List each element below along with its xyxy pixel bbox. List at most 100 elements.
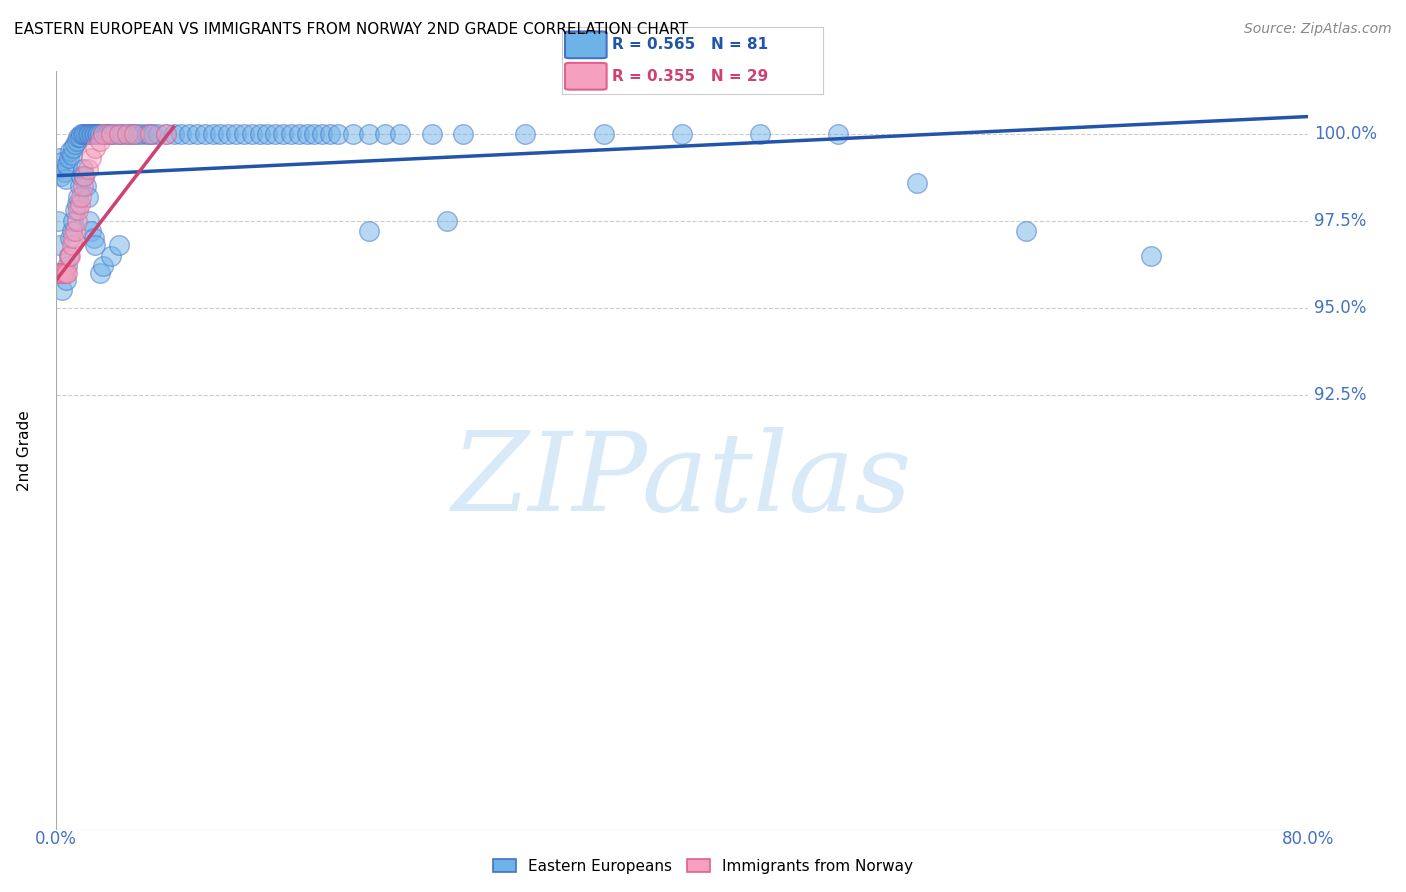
Point xyxy=(73,169,96,183)
Point xyxy=(108,238,131,252)
Point xyxy=(65,214,87,228)
Point xyxy=(194,127,217,141)
Point xyxy=(56,259,79,273)
Point xyxy=(62,214,84,228)
Point xyxy=(56,158,79,172)
Text: 97.5%: 97.5% xyxy=(1313,212,1367,230)
Point xyxy=(249,127,271,141)
Text: 80.0%: 80.0% xyxy=(1281,830,1334,847)
Point xyxy=(58,249,80,263)
Point xyxy=(83,127,105,141)
Point xyxy=(240,127,263,141)
Point xyxy=(115,127,138,141)
Point xyxy=(256,127,278,141)
Point xyxy=(56,266,79,280)
Point xyxy=(436,214,458,228)
Point xyxy=(89,134,111,148)
Point xyxy=(342,127,364,141)
Point xyxy=(69,179,91,194)
Text: 95.0%: 95.0% xyxy=(1313,299,1367,317)
Point xyxy=(1140,249,1163,263)
Point xyxy=(124,127,146,141)
Point xyxy=(139,127,162,141)
Point xyxy=(115,127,138,141)
Point xyxy=(55,172,77,186)
Point xyxy=(84,127,107,141)
Point xyxy=(179,127,201,141)
Point xyxy=(100,249,122,263)
Text: 100.0%: 100.0% xyxy=(1313,125,1376,143)
Point xyxy=(233,127,256,141)
Point xyxy=(75,127,97,141)
FancyBboxPatch shape xyxy=(565,62,606,89)
Text: Source: ZipAtlas.com: Source: ZipAtlas.com xyxy=(1244,22,1392,37)
Point xyxy=(53,165,76,179)
Point xyxy=(120,127,142,141)
Point xyxy=(51,266,73,280)
Point xyxy=(295,127,318,141)
Point xyxy=(155,127,177,141)
Point xyxy=(75,179,97,194)
Point xyxy=(65,196,87,211)
Point xyxy=(59,145,82,159)
Point xyxy=(62,231,84,245)
Point xyxy=(72,161,94,176)
Point xyxy=(70,169,93,183)
Point xyxy=(58,151,80,165)
Point xyxy=(48,266,70,280)
Point xyxy=(70,127,93,141)
Point xyxy=(225,127,247,141)
Text: R = 0.355   N = 29: R = 0.355 N = 29 xyxy=(612,69,768,84)
Point xyxy=(100,127,122,141)
Point xyxy=(139,127,162,141)
Point xyxy=(515,127,537,141)
Point xyxy=(359,127,381,141)
Point xyxy=(65,134,87,148)
Point xyxy=(79,127,101,141)
Point xyxy=(280,127,302,141)
Point xyxy=(49,169,72,183)
Point xyxy=(46,161,69,176)
Point xyxy=(46,266,69,280)
Point xyxy=(60,238,83,252)
Text: ZIPatlas: ZIPatlas xyxy=(451,427,912,534)
Point xyxy=(304,127,326,141)
Point xyxy=(91,259,114,273)
Point xyxy=(142,127,165,141)
Point xyxy=(72,179,94,194)
Point xyxy=(155,127,177,141)
Text: EASTERN EUROPEAN VS IMMIGRANTS FROM NORWAY 2ND GRADE CORRELATION CHART: EASTERN EUROPEAN VS IMMIGRANTS FROM NORW… xyxy=(14,22,688,37)
Point xyxy=(49,266,72,280)
Point xyxy=(91,127,114,141)
Point xyxy=(59,249,82,263)
Point xyxy=(827,127,849,141)
Point xyxy=(58,249,80,263)
Point xyxy=(162,127,184,141)
Point xyxy=(359,224,381,238)
Point xyxy=(749,127,772,141)
Point xyxy=(67,189,90,203)
Point xyxy=(53,266,76,280)
Point xyxy=(89,266,111,280)
Point xyxy=(77,127,100,141)
Point xyxy=(592,127,614,141)
Point xyxy=(96,127,118,141)
Point xyxy=(103,127,125,141)
Point xyxy=(67,130,90,145)
Point xyxy=(76,127,98,141)
Point xyxy=(124,127,146,141)
Point xyxy=(59,231,82,245)
Point xyxy=(77,214,100,228)
Point xyxy=(70,189,93,203)
Point xyxy=(136,127,159,141)
Point xyxy=(217,127,239,141)
Point xyxy=(69,196,91,211)
Point xyxy=(374,127,396,141)
Point xyxy=(127,127,149,141)
Point xyxy=(55,266,77,280)
Point xyxy=(905,176,928,190)
Point xyxy=(63,203,86,218)
Point xyxy=(186,127,208,141)
Point xyxy=(72,127,94,141)
Point xyxy=(48,238,70,252)
